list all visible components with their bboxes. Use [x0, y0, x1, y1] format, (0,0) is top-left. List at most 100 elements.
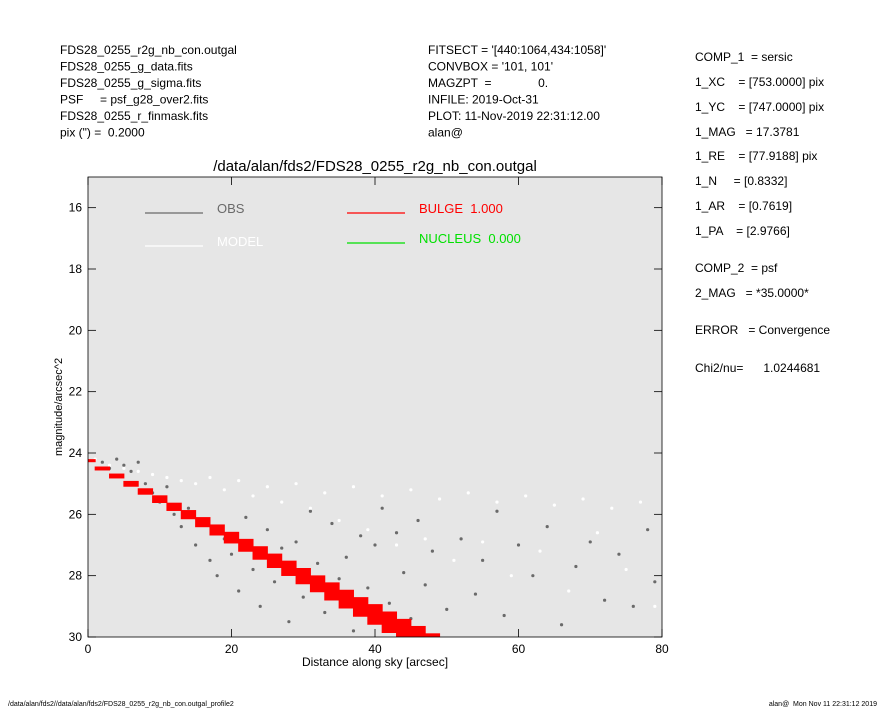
data-point: [394, 531, 399, 535]
data-point: [387, 601, 391, 605]
footer-right: alan@ Mon Nov 11 22:31:12 2019: [769, 701, 877, 708]
parameter-line: 1_PA = [2.9766]: [695, 224, 790, 238]
header-left-line: FDS28_0255_g_sigma.fits: [60, 76, 201, 90]
data-point: [437, 497, 442, 501]
data-point: [380, 494, 384, 498]
data-point: [559, 623, 564, 627]
y-tick-label: 16: [69, 201, 83, 215]
data-point: [359, 534, 363, 538]
data-point: [208, 475, 212, 480]
y-tick-label: 20: [69, 323, 83, 337]
parameter-line: ERROR = Convergence: [695, 323, 830, 337]
data-point: [100, 460, 104, 464]
data-point: [495, 509, 499, 513]
data-point: [394, 543, 399, 547]
data-point: [330, 521, 334, 526]
data-point: [136, 469, 140, 473]
parameter-line: 1_RE = [77.9188] pix: [695, 149, 817, 163]
data-point: [222, 488, 226, 492]
data-point: [380, 506, 384, 510]
data-point: [373, 543, 377, 547]
header-middle-line: INFILE: 2019-Oct-31: [428, 93, 539, 107]
data-point: [545, 525, 549, 529]
data-point: [122, 463, 126, 467]
data-point: [466, 491, 470, 495]
data-point: [215, 574, 219, 578]
data-point: [638, 500, 643, 504]
x-tick-label: 60: [512, 642, 526, 656]
data-point: [423, 537, 427, 541]
data-point: [409, 488, 413, 492]
x-tick-label: 20: [225, 642, 239, 656]
parameter-line: 1_XC = [753.0000] pix: [695, 75, 824, 89]
data-point: [294, 540, 298, 544]
data-point: [366, 528, 370, 532]
data-point: [251, 567, 255, 572]
data-point: [229, 552, 234, 556]
data-point: [308, 509, 313, 513]
marks: [88, 457, 657, 637]
parameter-line: COMP_2 = psf: [695, 261, 778, 275]
data-point: [150, 472, 155, 477]
legend-label: MODEL: [217, 234, 263, 249]
x-tick-label: 80: [655, 642, 669, 656]
header-middle-line: PLOT: 11-Nov-2019 22:31:12.00: [428, 109, 600, 123]
data-point: [323, 491, 327, 495]
data-point: [531, 574, 535, 578]
data-point: [473, 592, 478, 596]
data-point: [516, 543, 521, 547]
data-point: [337, 518, 341, 523]
data-point: [194, 482, 198, 486]
data-point: [237, 479, 241, 483]
y-tick-label: 30: [69, 630, 83, 644]
header-middle-line: CONVBOX = '101, 101': [428, 60, 553, 74]
data-point: [179, 525, 183, 529]
data-point: [265, 528, 269, 532]
data-point: [416, 518, 420, 523]
y-tick-label: 18: [69, 262, 83, 276]
data-point: [610, 506, 614, 510]
data-point: [136, 460, 140, 464]
data-point: [272, 580, 277, 584]
data-point: [308, 506, 313, 510]
data-point: [194, 543, 198, 547]
data-point: [603, 598, 607, 602]
data-point: [538, 549, 542, 553]
data-point: [351, 629, 356, 633]
data-point: [165, 485, 169, 489]
data-point: [653, 604, 657, 608]
data-point: [646, 528, 650, 532]
header-left-line: FDS28_0255_g_data.fits: [60, 60, 193, 74]
chart-title: /data/alan/fds2/FDS28_0255_r2g_nb_con.ou…: [213, 158, 537, 175]
data-point: [552, 503, 556, 507]
data-point: [129, 469, 133, 473]
x-tick-label: 40: [368, 642, 382, 656]
data-point: [265, 485, 269, 489]
header-middle-line: alan@: [428, 126, 463, 140]
x-tick-label: 0: [85, 642, 92, 656]
data-point: [122, 466, 126, 470]
data-point: [481, 540, 485, 544]
data-point: [595, 531, 600, 535]
parameter-line: 1_AR = [0.7619]: [695, 199, 792, 213]
header-left-line: FDS28_0255_r2g_nb_con.outgal: [60, 43, 237, 57]
parameter-line: 2_MAG = *35.0000*: [695, 286, 809, 300]
y-tick-label: 24: [69, 446, 83, 460]
parameter-line: Chi2/nu= 1.0244681: [695, 361, 820, 375]
data-point: [452, 558, 456, 562]
data-point: [107, 463, 112, 467]
header-middle-line: MAGZPT = 0.: [428, 76, 548, 90]
data-point: [445, 607, 449, 612]
data-point: [459, 537, 463, 541]
footer-left: /data/alan/fds2//data/alan/fds2/FDS28_02…: [8, 701, 234, 708]
data-point: [524, 494, 528, 498]
data-point: [280, 500, 284, 504]
header-middle-line: FITSECT = '[440:1064,434:1058]': [428, 43, 606, 57]
header-left-line: pix (") = 0.2000: [60, 126, 145, 140]
data-point: [237, 589, 241, 593]
parameter-line: 1_MAG = 17.3781: [695, 125, 800, 139]
data-point: [653, 580, 657, 584]
data-point: [366, 586, 370, 590]
data-point: [351, 485, 356, 489]
data-point: [208, 558, 212, 562]
